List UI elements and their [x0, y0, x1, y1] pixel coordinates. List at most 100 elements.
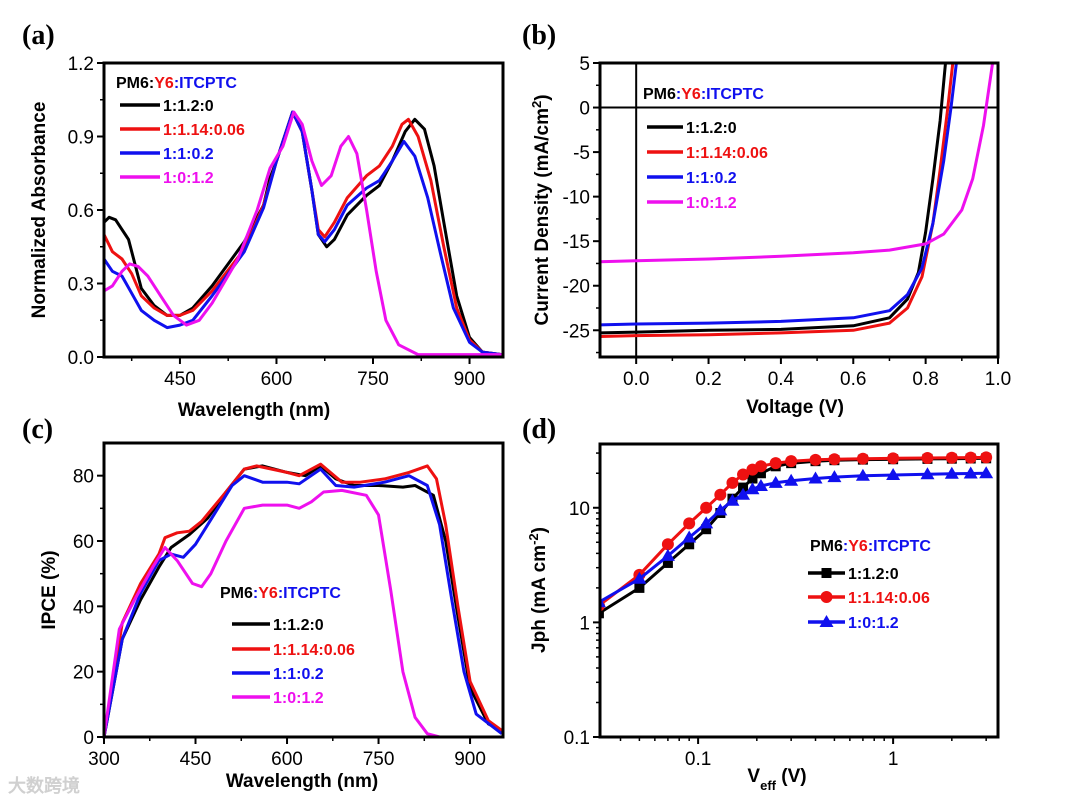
y-axis-title-end: ) — [532, 94, 553, 100]
data-point-circle — [661, 538, 674, 551]
data-point-circle — [809, 453, 822, 466]
x-tick-label: 1.0 — [985, 369, 1011, 390]
series-line-1:1:0.2 — [104, 467, 503, 737]
x-axis-title: Wavelength (nm) — [178, 400, 330, 421]
data-point-circle — [769, 457, 782, 470]
y-tick-label: -20 — [563, 277, 590, 298]
x-tick-label: 0.4 — [768, 369, 795, 390]
legend-title-part: PM6 — [810, 538, 843, 555]
legend-label: 1:0:1.2 — [848, 615, 899, 632]
data-point-triangle — [855, 468, 870, 481]
x-tick-label: 450 — [180, 749, 212, 770]
data-point-square — [755, 468, 766, 479]
legend-title-part: Y6 — [258, 585, 278, 602]
data-point-square — [747, 473, 758, 484]
legend-title-part: PM6 — [220, 585, 253, 602]
legend-title-part: : — [149, 75, 154, 92]
x-axis-title-text: Voltage (V) — [746, 397, 844, 418]
legend-title-part: Y6 — [681, 86, 701, 103]
data-point-triangle — [963, 466, 978, 479]
data-point-triangle — [699, 516, 714, 529]
x-tick-label: 0.6 — [840, 369, 866, 390]
y-axis-title-text: Jph (mA cm — [529, 545, 550, 653]
legend-title-part: : — [676, 86, 681, 103]
panel-label: (c) — [22, 414, 53, 445]
y-axis-title-superscript: 2 — [529, 101, 544, 108]
y-tick-label: 80 — [73, 467, 94, 488]
legend-title-part: : — [253, 585, 258, 602]
y-tick-label: 0.1 — [564, 728, 590, 749]
panel-label: (a) — [22, 20, 55, 51]
series-line-1:0:1.2 — [600, 471, 987, 604]
legend-label: 1:1.2:0 — [273, 617, 324, 634]
data-point-triangle — [920, 467, 935, 480]
y-tick-label: 0 — [579, 99, 590, 120]
plot-frame — [102, 441, 505, 739]
x-tick-label: 750 — [357, 369, 389, 390]
legend-marker-circle — [820, 591, 833, 603]
x-tick-label: 600 — [261, 369, 293, 390]
data-point-triangle — [784, 473, 799, 486]
panel-label: (d) — [522, 414, 556, 445]
data-point-triangle — [944, 466, 959, 479]
data-point-circle — [980, 451, 993, 464]
y-axis-title-end: ) — [529, 527, 550, 533]
series-line-1:0:1.2 — [104, 110, 502, 357]
legend-label: 1:1.14:0.06 — [686, 145, 768, 162]
legend-marker-square — [821, 568, 832, 578]
legend-label: 1:1.14:0.06 — [848, 590, 930, 607]
legend: PM6:Y6:ITCPTC 1:1.2:0 1:1.14:0.06 1:0:1.2 — [808, 538, 931, 632]
data-point-circle — [737, 468, 750, 481]
series-line-1:1:0.2 — [104, 110, 502, 357]
x-axis-title: Voltage (V) — [746, 397, 844, 418]
legend-title-part: Y6 — [848, 538, 868, 555]
data-point-triangle — [979, 466, 994, 479]
plot-frame — [598, 61, 1000, 359]
data-point-triangle — [753, 478, 768, 491]
y-tick-label: 0.6 — [68, 201, 94, 222]
legend-marker-triangle — [819, 615, 834, 627]
x-tick-label: 900 — [454, 749, 486, 770]
y-tick-label: 1 — [579, 613, 590, 634]
y-tick-label: 0.9 — [68, 128, 94, 149]
legend-title-part: :ITCPTC — [278, 585, 342, 602]
y-axis-title: IPCE (%) — [39, 550, 60, 629]
y-axis-title-superscript: -2 — [526, 533, 541, 545]
data-point-square — [684, 539, 695, 550]
x-axis-title: Veff (V) — [747, 766, 806, 793]
series-line-1:0:1.2 — [104, 488, 458, 737]
x-axis-title-subscript: eff — [760, 778, 777, 793]
x-tick-label: 1 — [888, 749, 899, 770]
data-point-triangle — [713, 503, 728, 516]
legend-label: 1:0:1.2 — [163, 170, 214, 187]
y-tick-label: -25 — [563, 321, 590, 342]
legend: PM6:Y6:ITCPTC 1:1.2:0 1:1.14:0.06 1:1:0.2 1:… — [220, 585, 355, 707]
x-axis-title-text: V — [747, 766, 760, 787]
y-axis-title: Jph (mA cm-2) — [526, 527, 551, 653]
data-point-square — [600, 608, 604, 619]
legend: PM6:Y6:ITCPTC 1:1.2:0 1:1.14:0.06 1:1:0.2 1:… — [643, 86, 768, 212]
y-tick-label: -10 — [563, 188, 590, 209]
data-point-triangle — [808, 471, 823, 484]
y-tick-label: -5 — [573, 143, 590, 164]
y-axis-title-text: IPCE (%) — [39, 550, 60, 629]
series-group — [104, 110, 502, 357]
legend-label: 1:0:1.2 — [686, 195, 737, 212]
legend-title-part: PM6 — [116, 75, 149, 92]
legend-title-part: Y6 — [154, 75, 174, 92]
data-point-triangle — [736, 487, 751, 500]
data-point-circle — [921, 451, 934, 464]
x-axis-title-text: Wavelength (nm) — [178, 400, 330, 421]
legend-label: 1:1.2:0 — [686, 120, 737, 137]
x-tick-label: 750 — [363, 749, 395, 770]
data-point-triangle — [745, 482, 760, 495]
series-line-1:1.14:0.06 — [104, 462, 503, 737]
data-point-triangle — [827, 470, 842, 483]
y-tick-label: 1.2 — [68, 54, 94, 75]
x-tick-label: 900 — [454, 369, 486, 390]
legend: PM6:Y6:ITCPTC 1:1.2:0 1:1.14:0.06 1:1:0.2 1:… — [116, 75, 245, 187]
y-axis-title-text: Current Density (mA/cm — [532, 108, 553, 326]
legend-title-part: PM6 — [643, 86, 676, 103]
y-tick-label: 5 — [579, 54, 590, 75]
